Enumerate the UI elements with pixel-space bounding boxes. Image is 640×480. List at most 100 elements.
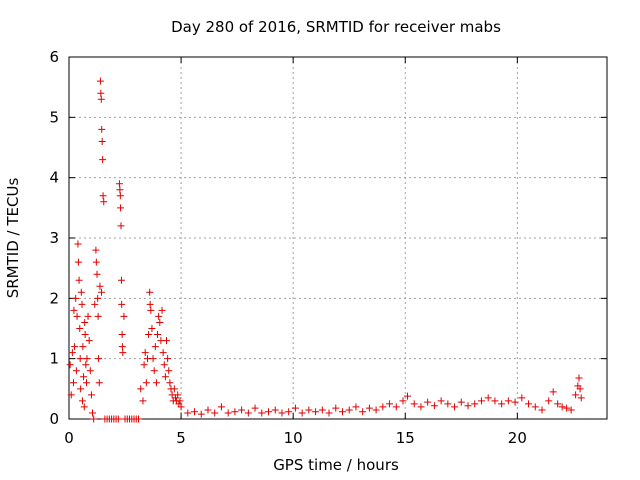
x-tick-label: 10 — [284, 429, 303, 447]
data-point — [91, 300, 99, 308]
y-tick-label: 5 — [49, 108, 59, 126]
data-point — [75, 276, 83, 284]
data-point — [498, 400, 506, 408]
data-point — [164, 355, 172, 363]
data-point — [82, 379, 90, 387]
data-point — [165, 367, 173, 375]
data-point — [96, 282, 104, 290]
data-point — [97, 95, 105, 103]
grid-layer — [69, 57, 607, 419]
data-point — [97, 89, 105, 97]
data-point — [118, 343, 126, 351]
data-point — [118, 331, 126, 339]
data-point — [134, 415, 142, 423]
data-point — [74, 240, 82, 248]
data-point — [278, 409, 286, 417]
data-point — [81, 331, 89, 339]
x-tick-label: 0 — [64, 429, 74, 447]
x-tick-label: 5 — [176, 429, 186, 447]
data-point — [231, 408, 239, 416]
data-point — [312, 408, 320, 416]
data-point — [424, 398, 432, 406]
data-point — [117, 204, 125, 212]
data-point — [572, 391, 580, 399]
data-point — [444, 400, 452, 408]
data-point — [251, 404, 259, 412]
data-point — [76, 325, 84, 332]
data-point — [258, 409, 266, 417]
data-point — [518, 394, 526, 402]
data-point — [392, 403, 400, 411]
data-point — [94, 312, 102, 320]
data-point — [224, 409, 232, 417]
data-point — [148, 325, 156, 332]
data-point — [451, 403, 459, 411]
data-point — [77, 288, 85, 296]
data-point — [99, 156, 107, 164]
data-point — [87, 391, 95, 399]
data-point — [92, 246, 100, 254]
data-point — [345, 406, 353, 414]
data-point — [77, 385, 85, 393]
data-point — [265, 408, 273, 416]
data-point — [563, 404, 571, 412]
y-tick-label: 4 — [49, 169, 59, 187]
data-point — [89, 409, 97, 417]
data-point — [166, 379, 174, 387]
data-point — [83, 355, 91, 363]
data-point — [139, 397, 147, 405]
data-point — [117, 222, 125, 230]
data-point — [410, 400, 418, 408]
data-point — [359, 408, 367, 416]
data-point — [67, 391, 75, 399]
data-point — [140, 361, 148, 369]
data-point — [99, 192, 107, 200]
data-point — [84, 312, 92, 320]
data-point — [464, 402, 472, 410]
data-point — [73, 312, 81, 320]
data-point — [68, 349, 76, 357]
data-point — [119, 349, 127, 357]
data-point — [156, 318, 164, 326]
data-point — [85, 337, 93, 345]
data-point — [78, 397, 86, 405]
data-point — [120, 312, 128, 320]
data-point — [386, 400, 394, 408]
data-point — [177, 403, 185, 411]
data-point — [82, 361, 90, 369]
data-point — [81, 318, 89, 326]
data-point — [558, 403, 566, 411]
data-point — [94, 294, 102, 302]
data-point — [477, 397, 485, 405]
data-point — [152, 379, 160, 387]
data-point — [66, 361, 74, 369]
data-point — [549, 388, 557, 396]
data-point — [531, 403, 539, 411]
data-point — [146, 288, 154, 296]
data-point — [332, 404, 340, 412]
data-point — [285, 408, 293, 416]
data-point — [567, 406, 575, 414]
data-point — [298, 409, 306, 417]
y-tick-label: 1 — [49, 350, 59, 368]
y-tick-label: 6 — [49, 48, 59, 66]
data-point — [95, 379, 103, 387]
data-point — [491, 397, 499, 405]
data-point — [575, 374, 583, 382]
data-point — [149, 355, 157, 363]
data-point — [430, 402, 438, 410]
data-point — [150, 367, 158, 375]
data-point — [338, 408, 346, 416]
data-point — [365, 404, 373, 412]
data-point — [511, 398, 519, 406]
data-point — [115, 180, 123, 188]
data-point — [155, 312, 163, 320]
data-point — [158, 306, 166, 314]
data-point — [98, 288, 106, 296]
data-point — [151, 343, 159, 351]
data-point — [471, 400, 479, 408]
data-point — [74, 258, 82, 266]
data-point — [417, 403, 425, 411]
data-point — [159, 349, 167, 357]
data-point — [160, 361, 168, 369]
